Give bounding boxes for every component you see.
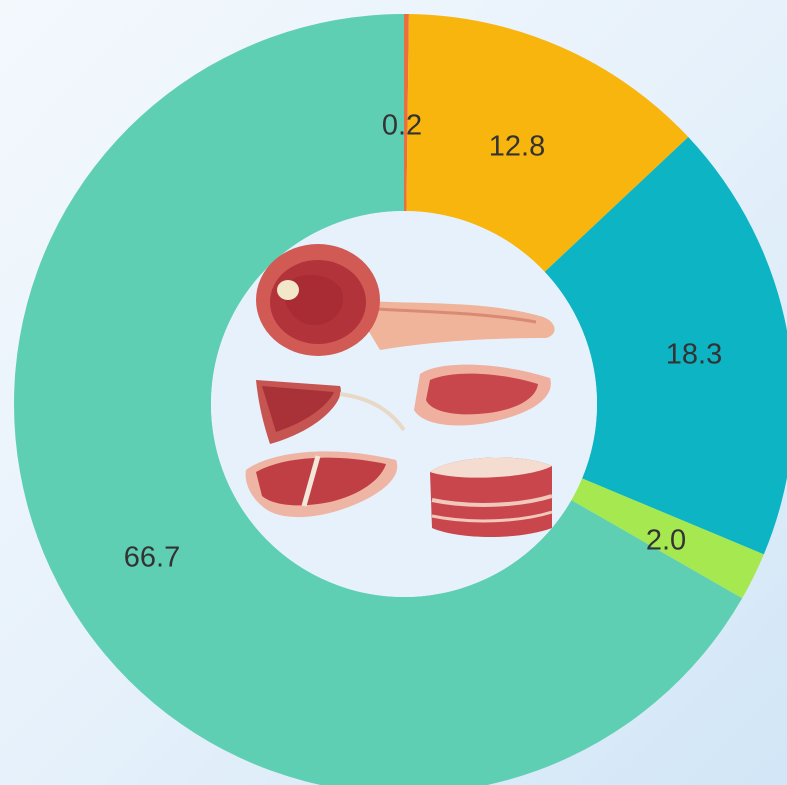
slice-value-label: 66.7 [124, 542, 180, 574]
donut-slice [544, 137, 787, 555]
donut-slice [406, 14, 689, 272]
slice-value-label: 12.8 [489, 131, 545, 163]
center-meat-illustration [211, 211, 597, 597]
t-bone-steak-icon [245, 451, 398, 518]
slice-value-label: 18.3 [666, 339, 722, 371]
meat-leg-icon [256, 244, 555, 356]
data-labels: 0.2 12.8 18.3 2.0 66.7 [124, 110, 722, 574]
slice-value-label: 0.2 [382, 110, 422, 142]
donut-slice [14, 14, 743, 785]
donut-slice [571, 478, 764, 599]
steak-slice-icon [414, 364, 551, 426]
meat-block-icon [430, 457, 553, 537]
donut-slices [14, 14, 787, 785]
donut-slice [404, 14, 409, 212]
rack-chop-icon [256, 380, 406, 444]
slice-value-label: 2.0 [646, 525, 686, 557]
